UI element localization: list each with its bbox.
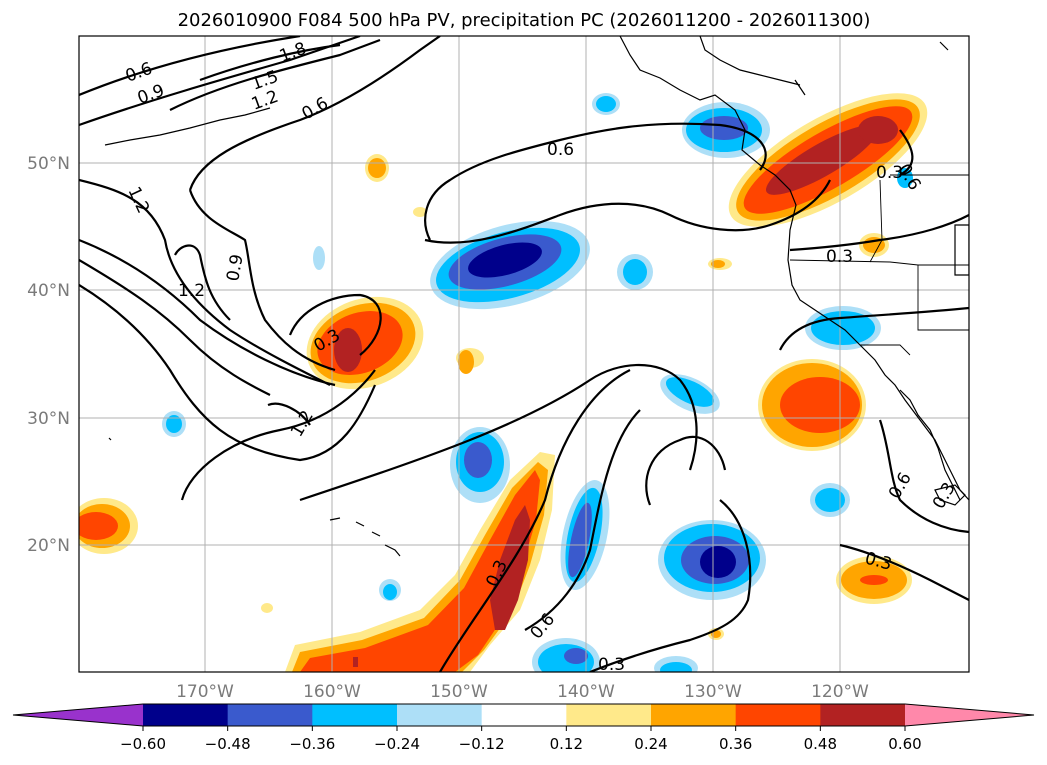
contour-label: 0.3 — [826, 247, 853, 267]
contour-label: 0.3 — [598, 655, 625, 675]
colorbar-tick-label: −0.12 — [459, 735, 505, 753]
colorbar-tick-label: 0.36 — [719, 735, 752, 753]
colorbar-segment — [820, 704, 906, 726]
contour-label: 1.2 — [178, 281, 205, 301]
colorbar-segment — [143, 704, 229, 726]
lon-label: 120°W — [811, 682, 869, 702]
colorbar-segment — [651, 704, 737, 726]
contour-label: 0.9 — [223, 253, 247, 283]
lon-label: 130°W — [684, 682, 742, 702]
lat-label: 50°N — [27, 154, 70, 174]
contour-label: 0.6 — [547, 140, 574, 160]
lon-label: 150°W — [430, 682, 488, 702]
colorbar-tick-label: 0.48 — [804, 735, 837, 753]
colorbar: −0.60 −0.48 −0.36 −0.24 −0.12 0.12 0.24 0.36 0.4… — [12, 703, 1035, 753]
lon-label: 160°W — [303, 682, 361, 702]
colorbar-tick-label: 0.12 — [550, 735, 583, 753]
colorbar-segment — [566, 704, 652, 726]
colorbar-extend-min — [13, 704, 143, 726]
lon-label: 140°W — [557, 682, 615, 702]
colorbar-tick-label: −0.48 — [205, 735, 251, 753]
graticule — [79, 36, 969, 672]
positive-anomaly-northeast — [728, 93, 928, 227]
colorbar-tick-label: −0.36 — [289, 735, 335, 753]
negative-anomaly-central — [430, 220, 590, 310]
map-frame — [78, 35, 970, 673]
colorbar-tick-label: 0.60 — [888, 735, 921, 753]
colorbar-segment — [227, 704, 313, 726]
colorbar-segment — [397, 704, 483, 726]
colorbar-segment — [735, 704, 821, 726]
latitude-labels: 50°N 40°N 30°N 20°N — [27, 154, 70, 556]
chart-title: 2026010900 F084 500 hPa PV, precipitatio… — [178, 10, 871, 31]
colorbar-tick-label: −0.60 — [120, 735, 166, 753]
lat-label: 30°N — [27, 409, 70, 429]
lat-label: 20°N — [27, 536, 70, 556]
positive-anomaly-south — [285, 452, 555, 672]
longitude-labels: 170°W 160°W 150°W 140°W 130°W 120°W — [176, 682, 869, 702]
colorbar-segment — [481, 704, 567, 726]
map-area: 0.6 0.9 1.5 1.8 1.2 0.6 0.6 1.2 0.9 1.2 … — [79, 36, 969, 675]
contour-label: 0.3 — [876, 163, 903, 183]
lat-label: 40°N — [27, 281, 70, 301]
colorbar-extend-max — [905, 704, 1034, 726]
pv-contours — [79, 36, 969, 672]
colorbar-tick-label: −0.24 — [374, 735, 420, 753]
lon-label: 170°W — [176, 682, 234, 702]
colorbar-tick-label: 0.24 — [634, 735, 667, 753]
colorbar-segment — [312, 704, 398, 726]
